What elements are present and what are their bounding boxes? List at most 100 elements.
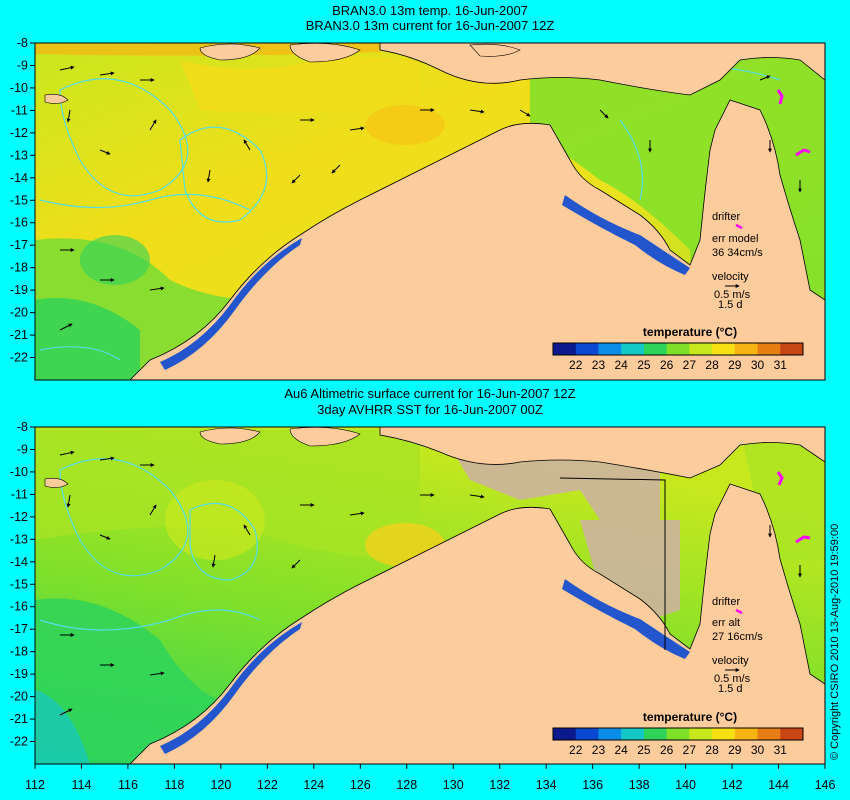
panel-bottom-velocity-label: velocity (712, 655, 749, 667)
colorbar-cell-1-3 (621, 728, 645, 740)
colorbar-cell-1-8 (734, 728, 759, 740)
panel-bottom-err-value: 27 16cm/s (712, 631, 763, 643)
colorbar-cell-0-6 (689, 343, 713, 355)
longitude-label-11: 134 (536, 778, 557, 792)
latitude-label-top-10: -18 (10, 261, 28, 275)
panel-top-colorbar-title: temperature (°C) (643, 325, 737, 339)
panel-bottom-latitude-labels: -8 -9 -10 -11 -12 -13 -14 -15 -16 -17 -18 -19 -20 -21… (10, 420, 35, 749)
latitude-label-top-5: -13 (10, 148, 28, 162)
panel-bottom-drifter-symbol (735, 608, 743, 615)
panel-top-legend: drifter err model 36 34cm/s velocity 0.5… (712, 211, 763, 311)
colorbar-cell-1-2 (598, 728, 622, 740)
latitude-label-top-11: -19 (10, 283, 28, 297)
longitude-label-7: 126 (350, 778, 371, 792)
panel-top-err-value: 36 34cm/s (712, 247, 763, 259)
panel-bottom-map (35, 426, 826, 765)
panel-bottom: Au6 Altimetric surface current for 16-Ju… (34, 386, 826, 765)
panel-bottom-colorbar: temperature (°C) 22 23 24 25 26 27 28 29 30 31 (552, 710, 804, 757)
copyright-text: © Copyright CSIRO 2010 13-Aug-2010 19:59… (829, 524, 841, 760)
panel-bottom-drifter-label: drifter (712, 596, 740, 608)
colorbar-tick-1-9: 31 (774, 743, 788, 757)
colorbar-cell-0-1 (575, 343, 599, 355)
colorbar-cell-0-2 (598, 343, 622, 355)
longitude-label-8: 128 (396, 778, 417, 792)
latitude-label-bottom-6: -14 (10, 555, 28, 569)
panel-top-velocity-time: 1.5 d (718, 299, 742, 311)
colorbar-cell-0-3 (621, 343, 645, 355)
latitude-label-bottom-14: -22 (10, 735, 28, 749)
latitude-label-top-9: -17 (10, 238, 28, 252)
latitude-label-top-0: -8 (17, 36, 28, 50)
colorbar-tick-0-7: 29 (728, 358, 742, 372)
colorbar-cell-1-10 (780, 728, 804, 740)
colorbar-cell-1-0 (553, 728, 577, 740)
latitude-label-top-4: -12 (10, 126, 28, 140)
longitude-label-12: 136 (582, 778, 603, 792)
colorbar-tick-1-0: 22 (569, 743, 583, 757)
panel-top-title-2: BRAN3.0 13m current for 16-Jun-2007 12Z (306, 18, 555, 33)
colorbar-tick-0-3: 25 (637, 358, 651, 372)
colorbar-tick-1-2: 24 (615, 743, 629, 757)
latitude-label-top-3: -11 (11, 103, 28, 117)
longitude-label-17: 146 (815, 778, 836, 792)
latitude-label-top-6: -14 (10, 171, 28, 185)
latitude-label-top-14: -22 (10, 351, 28, 365)
latitude-label-bottom-9: -17 (10, 622, 28, 636)
colorbar-cell-1-4 (643, 728, 668, 740)
longitude-label-5: 122 (257, 778, 278, 792)
latitude-label-bottom-10: -18 (10, 645, 28, 659)
colorbar-cell-0-5 (666, 343, 690, 355)
panel-bottom-velocity-time: 1.5 d (718, 683, 742, 695)
longitude-label-10: 132 (489, 778, 510, 792)
panel-top-err-label: err model (712, 233, 758, 245)
longitude-labels: 112 114 116 118 120 122 124 126 128 130 132 134 136 1… (25, 764, 835, 792)
colorbar-tick-0-1: 23 (592, 358, 606, 372)
panel-top-latitude-labels: -8 -9 -10 -11 -12 -13 -14 -15 -16 -17 -18 -19 -20 -21… (10, 36, 35, 365)
latitude-label-bottom-1: -9 (17, 442, 28, 456)
latitude-label-bottom-11: -19 (10, 667, 28, 681)
colorbar-tick-1-7: 29 (728, 743, 742, 757)
colorbar-cell-1-1 (575, 728, 599, 740)
panel-top-drifter-tracks (776, 89, 811, 157)
panel-bottom-title-1: Au6 Altimetric surface current for 16-Ju… (284, 386, 575, 401)
latitude-label-bottom-12: -20 (10, 690, 28, 704)
panel-top-map (35, 42, 826, 381)
latitude-label-bottom-8: -16 (10, 600, 28, 614)
panel-top-current-arrows (59, 65, 802, 331)
latitude-label-top-2: -10 (10, 81, 28, 95)
panel-bottom-legend: drifter err alt 27 16cm/s velocity 0.5 m… (712, 596, 763, 695)
longitude-label-15: 142 (722, 778, 743, 792)
colorbar-tick-0-5: 27 (683, 358, 697, 372)
colorbar-tick-1-8: 30 (751, 743, 765, 757)
colorbar-cell-0-4 (643, 343, 668, 355)
longitude-label-14: 140 (675, 778, 696, 792)
colorbar-tick-0-0: 22 (569, 358, 583, 372)
latitude-label-bottom-0: -8 (17, 420, 28, 434)
longitude-label-1: 114 (72, 778, 92, 792)
colorbar-tick-1-4: 26 (660, 743, 674, 757)
colorbar-frame-1 (552, 727, 804, 741)
colorbar-tick-0-8: 30 (751, 358, 765, 372)
longitude-label-9: 130 (443, 778, 464, 792)
latitude-label-top-8: -16 (10, 216, 28, 230)
longitude-label-13: 138 (629, 778, 650, 792)
panel-top-drifter-label: drifter (712, 211, 740, 223)
colorbar-tick-1-6: 28 (705, 743, 719, 757)
colorbar-cell-1-6 (689, 728, 713, 740)
latitude-label-bottom-5: -13 (10, 532, 28, 546)
panel-top-title-1: BRAN3.0 13m temp. 16-Jun-2007 (332, 3, 528, 18)
colorbar-cell-0-9 (757, 343, 781, 355)
panel-top-drifter-symbol (735, 223, 743, 230)
latitude-label-top-1: -9 (17, 58, 28, 72)
colorbar-cell-1-7 (712, 728, 736, 740)
colorbar-tick-0-9: 31 (774, 358, 788, 372)
panel-top-velocity-speed: 0.5 m/s (714, 289, 751, 301)
longitude-label-2: 116 (118, 778, 138, 792)
latitude-label-top-7: -15 (10, 193, 28, 207)
latitude-label-top-13: -21 (10, 328, 28, 342)
colorbar-tick-0-6: 28 (705, 358, 719, 372)
colorbar-tick-0-4: 26 (660, 358, 674, 372)
longitude-label-4: 120 (210, 778, 231, 792)
latitude-label-bottom-3: -11 (11, 487, 28, 501)
